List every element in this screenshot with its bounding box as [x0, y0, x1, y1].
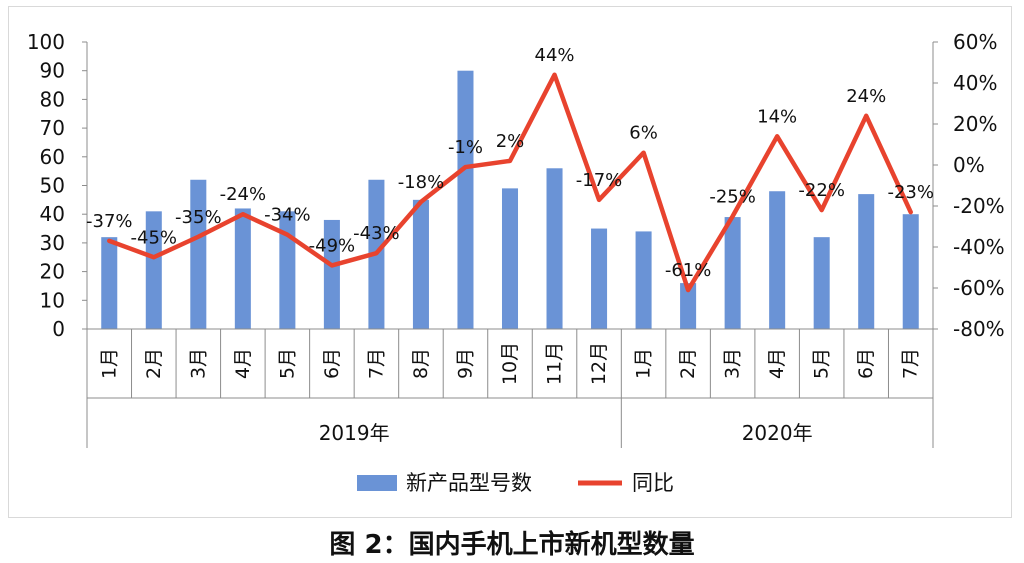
bar-14: [680, 283, 697, 329]
bar-18: [858, 194, 875, 329]
category-label: 4月: [766, 348, 788, 379]
chart-frame: [8, 6, 1012, 518]
bar-2: [145, 211, 162, 329]
category-label: 2月: [677, 348, 699, 379]
yoy-data-label: -23%: [887, 182, 934, 203]
bar-3: [190, 179, 207, 329]
bar-13: [635, 231, 652, 329]
category-label: 12月: [588, 342, 610, 385]
category-label: 6月: [855, 348, 877, 379]
yoy-data-label: 24%: [846, 86, 886, 107]
yoy-data-label: 44%: [535, 45, 575, 66]
left-tick-label: 60: [40, 145, 65, 169]
right-tick-label: 20%: [953, 112, 997, 136]
bar-10: [501, 188, 519, 329]
category-label: 4月: [232, 348, 254, 379]
right-tick-label: -20%: [953, 194, 1005, 218]
yoy-data-label: -35%: [175, 207, 222, 228]
yoy-data-label: -37%: [86, 211, 133, 232]
bar-6: [323, 219, 340, 329]
category-label: 7月: [365, 348, 387, 379]
left-tick-label: 100: [27, 30, 65, 54]
category-label: 8月: [410, 348, 432, 379]
yoy-data-label: -49%: [309, 235, 356, 256]
category-label: 3月: [187, 348, 209, 379]
yoy-data-label: -22%: [798, 180, 845, 201]
yoy-data-label: -61%: [665, 260, 712, 281]
yoy-data-label: -1%: [448, 137, 483, 158]
yoy-line: [107, 72, 913, 293]
yoy-data-label: -43%: [353, 223, 400, 244]
right-tick-label: 40%: [953, 71, 997, 95]
left-tick-label: 40: [40, 202, 65, 226]
group-label: 2019年: [319, 421, 390, 445]
category-label: 3月: [722, 348, 744, 379]
bar-12: [591, 228, 608, 329]
yoy-data-label: 14%: [757, 106, 797, 127]
bar-8: [412, 199, 429, 329]
figure-caption: 图 2：国内手机上市新机型数量: [329, 530, 695, 560]
yoy-data-label: -25%: [709, 186, 756, 207]
bar-1: [101, 237, 118, 329]
bar-5: [279, 211, 296, 329]
bar-15: [724, 217, 741, 329]
bar-9: [457, 70, 474, 329]
category-label: 2月: [143, 348, 165, 379]
yoy-data-label: -17%: [576, 170, 623, 191]
bar-11: [546, 168, 563, 329]
category-label: 9月: [454, 348, 476, 379]
category-label: 5月: [811, 348, 833, 379]
category-label: 5月: [276, 348, 298, 379]
yoy-data-label: 2%: [496, 131, 525, 152]
bar-19: [902, 214, 919, 329]
bar-4: [234, 208, 251, 329]
left-tick-label: 30: [40, 231, 65, 255]
category-label: 1月: [98, 348, 120, 379]
legend-bar-label: 新产品型号数: [406, 471, 532, 495]
combo-chart: 0 10 20 30 40 50 60 70 80 90 100 -80% -60% -40% -20% 0%…: [27, 30, 1005, 495]
yoy-data-label: -18%: [398, 172, 445, 193]
right-tick-label: 0%: [953, 153, 985, 177]
bar-17: [813, 237, 830, 329]
yoy-data-label: -34%: [264, 205, 311, 226]
category-label: 10月: [499, 342, 521, 385]
left-tick-label: 50: [40, 174, 65, 198]
legend-line-label: 同比: [632, 471, 674, 495]
left-tick-label: 0: [52, 317, 65, 341]
legend-bar-swatch: [357, 475, 397, 491]
category-label: 11月: [544, 342, 566, 385]
category-label: 1月: [633, 348, 655, 379]
right-tick-label: -40%: [953, 235, 1005, 259]
left-tick-label: 90: [40, 59, 65, 83]
left-tick-label: 80: [40, 87, 65, 111]
category-label: 7月: [900, 348, 922, 379]
left-tick-label: 10: [40, 288, 65, 312]
bar-16: [769, 191, 786, 329]
left-tick-label: 70: [40, 116, 65, 140]
left-tick-label: 20: [40, 260, 65, 284]
yoy-data-label: -45%: [131, 227, 178, 248]
category-label: 6月: [321, 348, 343, 379]
right-tick-label: -80%: [953, 317, 1005, 341]
group-label: 2020年: [742, 421, 813, 445]
right-tick-label: 60%: [953, 30, 997, 54]
right-tick-label: -60%: [953, 276, 1005, 300]
yoy-data-label: -24%: [220, 184, 267, 205]
yoy-data-label: 6%: [629, 123, 658, 144]
